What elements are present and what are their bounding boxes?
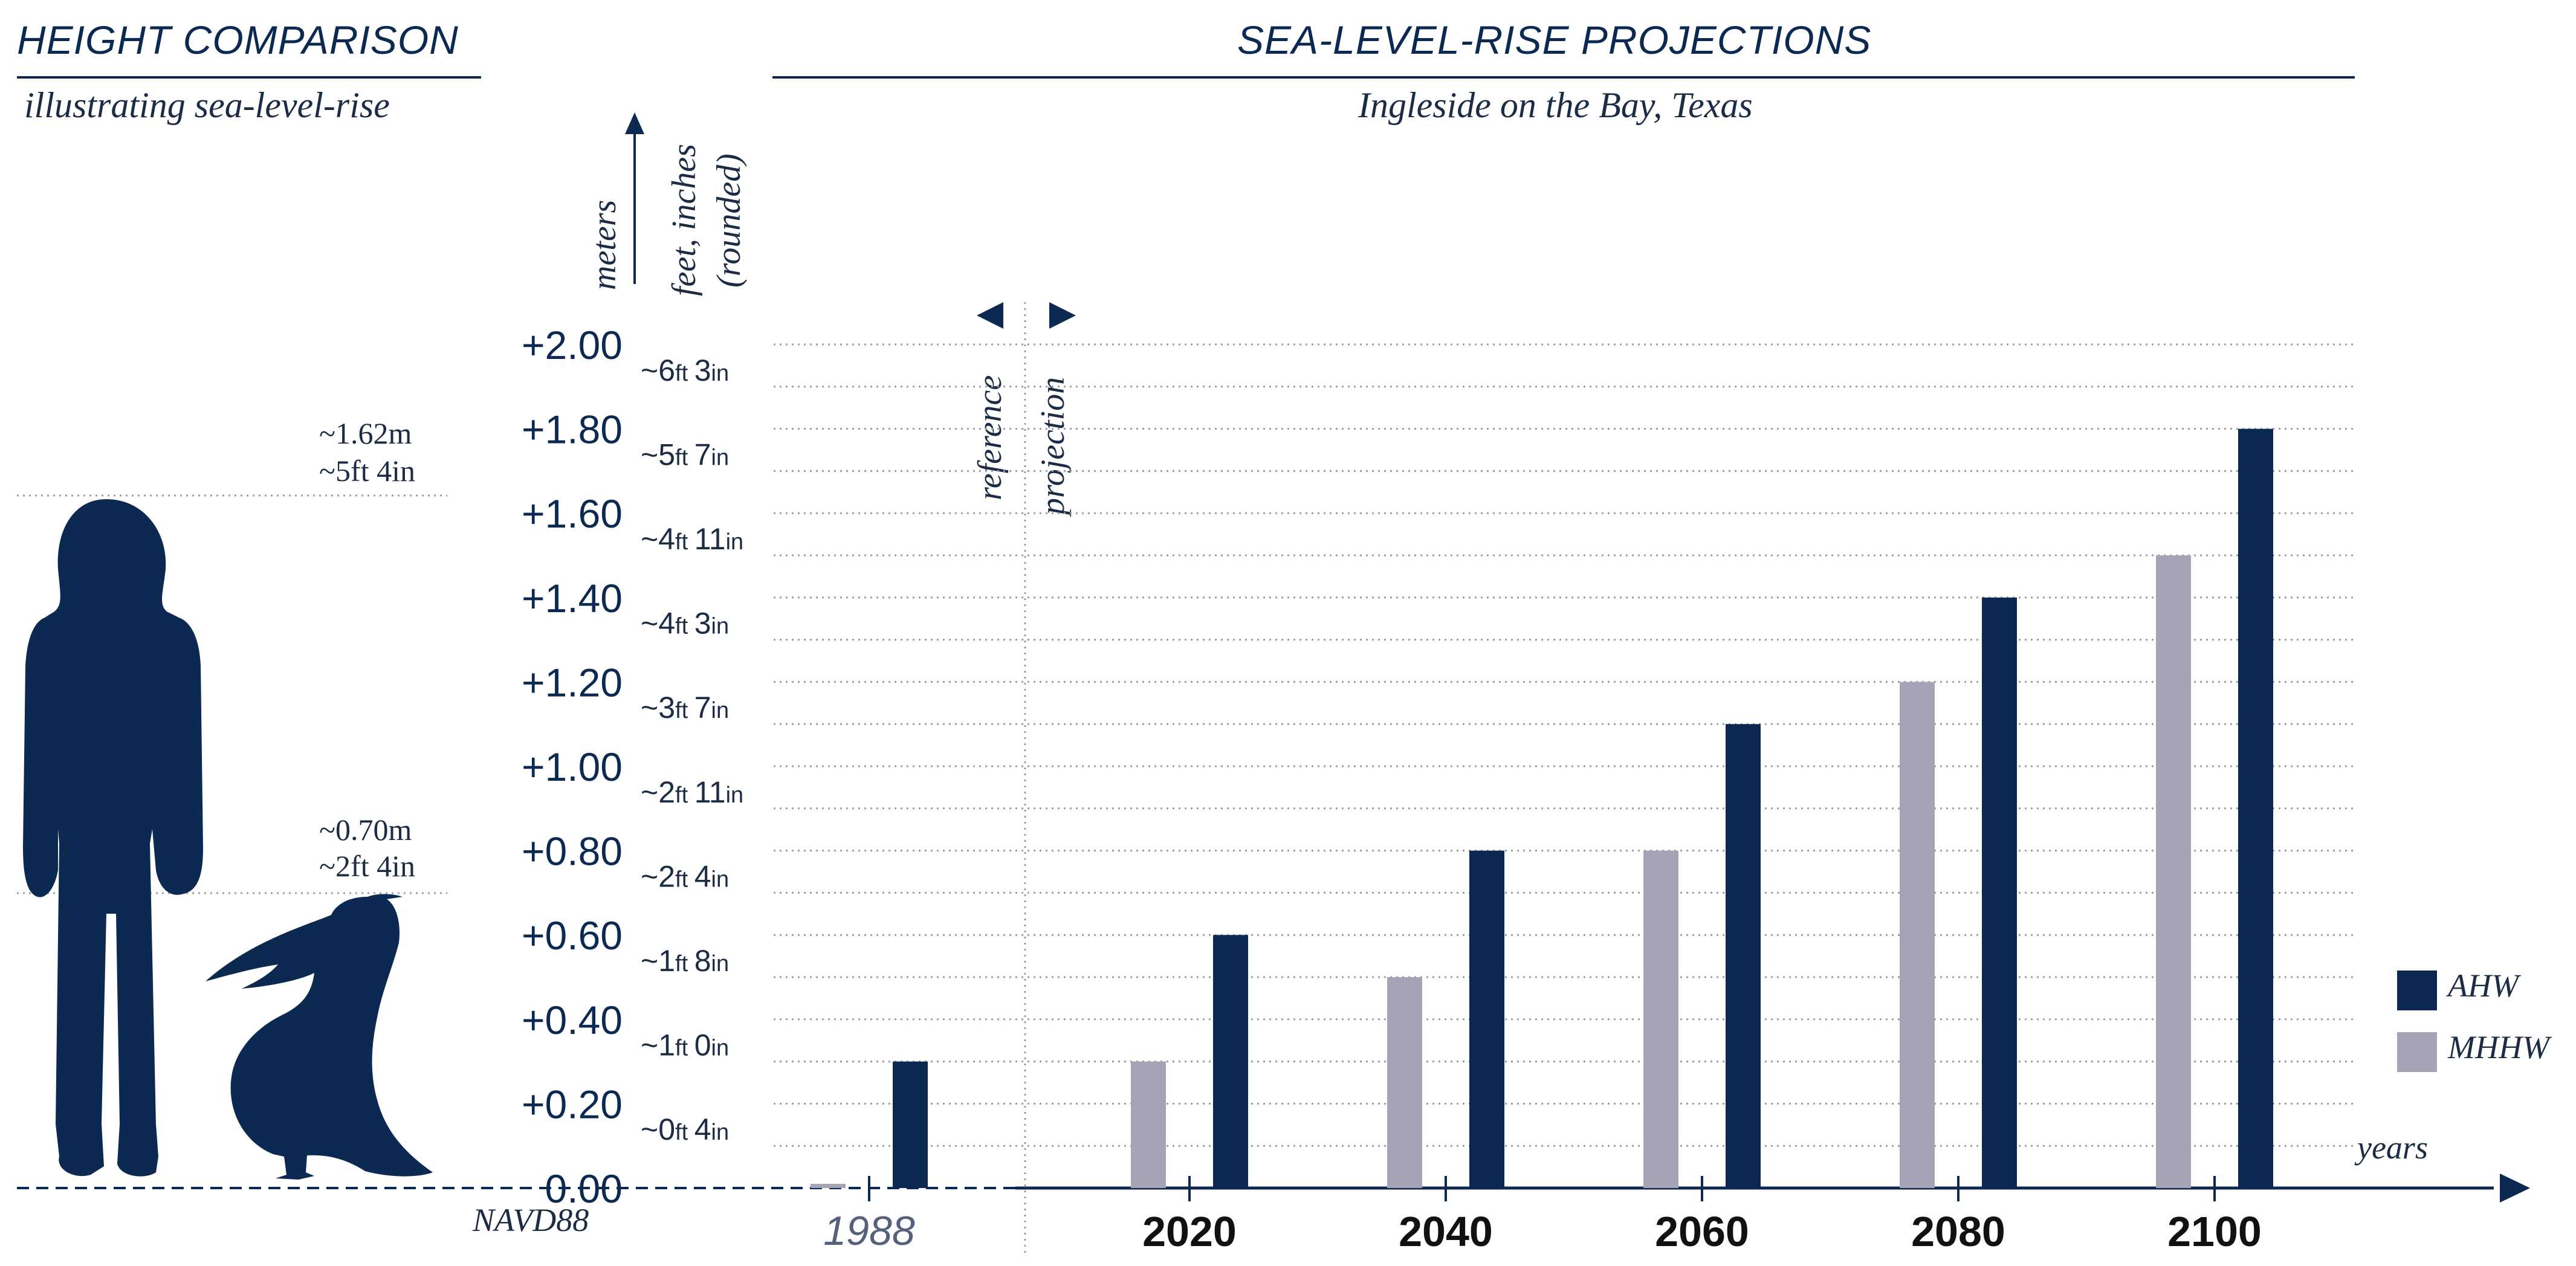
bar-ahw-2080 [1982, 597, 2017, 1188]
bar-ahw-2020 [1213, 935, 1248, 1188]
person-height-m: ~1.62m [319, 416, 412, 450]
legend-swatch-mhhw [2397, 1032, 2437, 1072]
y-tick-feet-label: ~6ft 3in [641, 354, 729, 387]
pelican-height-ft: ~2ft 4in [319, 849, 415, 883]
chart-title-rule [772, 76, 2355, 79]
y-tick-label: +1.80 [522, 407, 623, 452]
y-tick-label: +2.00 [522, 323, 623, 367]
bar-mhhw-2040 [1387, 977, 1422, 1188]
x-tick-label: 1988 [823, 1208, 914, 1254]
legend-label-mhhw: MHHW [2448, 1029, 2549, 1065]
y-tick-feet-label: ~0ft 4in [641, 1113, 729, 1146]
reference-arrow-icon [977, 302, 1003, 329]
y-tick-feet-label: ~2ft 4in [641, 859, 729, 893]
y-tick-label: 0.00 [545, 1166, 623, 1211]
y-tick-label: +1.40 [522, 576, 623, 621]
y-tick-label: +1.00 [522, 744, 623, 789]
y-tick-feet-label: ~4ft 11in [641, 522, 743, 556]
y-tick-feet-label: ~3ft 7in [641, 691, 729, 725]
x-axis-label-years: years [2357, 1129, 2428, 1166]
y-tick-feet-label: ~1ft 8in [641, 944, 729, 978]
x-tick-label: 2080 [1911, 1208, 2005, 1255]
y-tick-feet-label: ~1ft 0in [641, 1029, 729, 1062]
bar-mhhw-1988 [811, 1184, 846, 1188]
x-tick-label: 2020 [1142, 1208, 1237, 1255]
y-axis-arrowhead-icon [625, 112, 644, 134]
bar-ahw-2040 [1469, 850, 1504, 1188]
legend-label-ahw: AHW [2448, 967, 2519, 1004]
left-title-rule [17, 76, 481, 79]
chart-title: SEA-LEVEL-RISE PROJECTIONS [1237, 18, 1872, 62]
y-tick-feet-label: ~2ft 11in [641, 775, 743, 809]
bar-mhhw-2080 [1900, 682, 1935, 1188]
y-tick-label: +0.60 [522, 913, 623, 958]
left-panel-title: HEIGHT COMPARISON [17, 18, 459, 62]
bar-mhhw-2020 [1131, 1061, 1166, 1188]
person-silhouette [23, 499, 203, 1177]
bar-ahw-2060 [1726, 724, 1761, 1188]
chart-subtitle: Ingleside on the Bay, Texas [1358, 85, 1753, 125]
x-tick-label: 2040 [1399, 1208, 1493, 1255]
y-tick-feet-label: ~4ft 3in [641, 607, 729, 641]
bar-ahw-1988 [893, 1061, 928, 1188]
x-tick-label: 2060 [1655, 1208, 1749, 1255]
bar-ahw-2100 [2238, 428, 2273, 1188]
baseline-label-navd88: NAVD88 [473, 1202, 589, 1238]
grid-lines [774, 343, 2355, 1147]
pelican-silhouette [205, 894, 433, 1180]
y-tick-label: +1.60 [522, 491, 623, 536]
projection-arrow-icon [1049, 302, 1076, 329]
person-height-ft: ~5ft 4in [319, 454, 415, 488]
x-tick-label: 2100 [2167, 1208, 2262, 1255]
bar-mhhw-2060 [1643, 850, 1678, 1188]
x-axis-arrowhead-icon [2500, 1174, 2530, 1203]
legend-swatch-ahw [2397, 970, 2437, 1010]
pelican-height-m: ~0.70m [319, 813, 412, 847]
y-tick-label: +1.20 [522, 660, 623, 705]
y-tick-label: +0.20 [522, 1082, 623, 1126]
y-tick-label: +0.40 [522, 998, 623, 1042]
y-tick-label: +0.80 [522, 829, 623, 874]
y-tick-feet-label: ~5ft 7in [641, 438, 729, 471]
bar-mhhw-2100 [2156, 555, 2191, 1188]
left-panel-subtitle: illustrating sea-level-rise [24, 85, 390, 125]
